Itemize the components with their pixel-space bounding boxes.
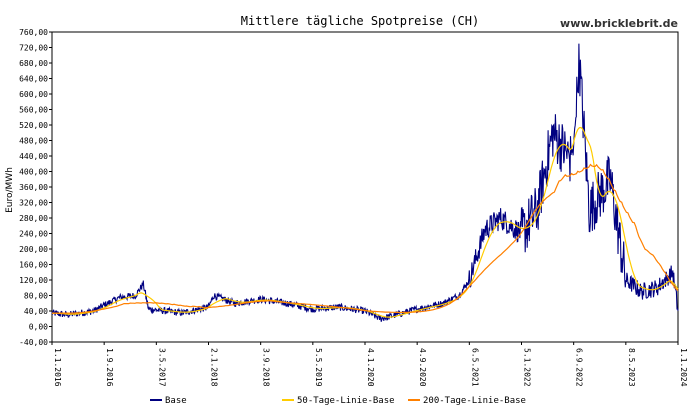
- x-tick-labels: 1.1.2016 1.9.2016 3.5.2017 2.1.2018 3.9.2018…: [53, 348, 688, 387]
- x-tick-label: 2.1.2018: [210, 348, 219, 387]
- y-tick-label: 640,00: [19, 75, 48, 84]
- x-tick-label: 8.5.2023: [627, 348, 636, 387]
- legend-label: 50-Tage-Linie-Base: [297, 396, 395, 406]
- y-tick-label: 320,00: [19, 199, 48, 208]
- axes: [49, 31, 679, 345]
- chart-title: Mittlere tägliche Spotpreise (CH): [240, 14, 480, 28]
- y-tick-label: 80,00: [24, 292, 48, 301]
- y-tick-label: 520,00: [19, 121, 48, 130]
- y-tick-label: 760,00: [19, 28, 48, 37]
- y-tick-label: 560,00: [19, 106, 48, 115]
- x-tick-label: 6.5.2021: [470, 348, 479, 387]
- x-tick-label: 4.9.2020: [418, 348, 427, 387]
- y-tick-label: 160,00: [19, 261, 48, 270]
- legend-label: Base: [165, 396, 187, 406]
- x-tick-label: 1.9.2016: [105, 348, 114, 387]
- y-axis-label: Euro/MWh: [5, 167, 15, 213]
- series-line-base: [51, 43, 679, 322]
- plot-frame: [51, 31, 679, 343]
- y-tick-label: 480,00: [19, 137, 48, 146]
- y-tick-label: 360,00: [19, 183, 48, 192]
- legend: Base 50-Tage-Linie-Base 200-Tage-Linie-Bas…: [150, 396, 526, 406]
- site-watermark: www.bricklebrit.de: [560, 17, 678, 30]
- x-tick-label: 5.5.2019: [314, 348, 323, 387]
- x-tick-label: 5.1.2022: [523, 348, 532, 387]
- y-tick-label: 240,00: [19, 230, 48, 239]
- y-tick-label: 40,00: [24, 307, 48, 316]
- y-tick-label: 440,00: [19, 152, 48, 161]
- y-tick-label: -40,00: [19, 338, 48, 347]
- y-tick-label: 400,00: [19, 168, 48, 177]
- x-tick-label: 1.1.2016: [53, 348, 62, 387]
- y-tick-label: 680,00: [19, 59, 48, 68]
- y-tick-label: 200,00: [19, 245, 48, 254]
- y-tick-label: 280,00: [19, 214, 48, 223]
- y-tick-label: 120,00: [19, 276, 48, 285]
- x-tick-label: 4.1.2020: [366, 348, 375, 387]
- x-tick-label: 3.5.2017: [157, 348, 166, 387]
- y-tick-label: 0,00: [29, 323, 48, 332]
- series-lines: [51, 43, 679, 322]
- legend-label: 200-Tage-Linie-Base: [423, 396, 526, 406]
- x-tick-label: 3.9.2018: [262, 348, 271, 387]
- x-tick-label: 1.1.2024: [679, 348, 688, 387]
- y-tick-labels: -40,00 0,00 40,00 80,00 120,00 160,00 200,00 24…: [19, 28, 48, 347]
- y-tick-label: 600,00: [19, 90, 48, 99]
- series-line-200-tage: [52, 163, 679, 314]
- y-tick-label: 720,00: [19, 44, 48, 53]
- x-tick-label: 6.9.2022: [575, 348, 584, 387]
